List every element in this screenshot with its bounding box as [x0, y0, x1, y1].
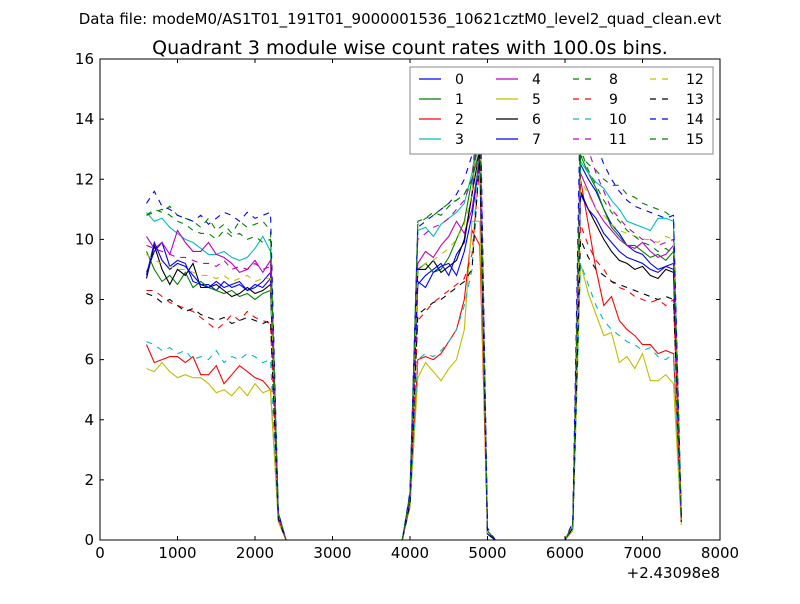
legend-label: 3 [455, 132, 464, 148]
y-tick-label: 14 [75, 110, 94, 128]
legend-label: 11 [609, 132, 627, 148]
series-line-11 [146, 89, 682, 541]
y-tick-label: 10 [75, 230, 94, 248]
y-tick-label: 16 [75, 50, 94, 68]
x-tick-label: 4000 [391, 544, 429, 562]
legend-label: 4 [532, 72, 541, 88]
y-tick-label: 0 [84, 531, 94, 549]
y-tick-label: 4 [84, 411, 94, 429]
legend-label: 13 [686, 92, 704, 108]
x-tick-label: 6000 [546, 544, 584, 562]
series-line-8 [146, 134, 682, 541]
y-tick-label: 8 [84, 291, 94, 309]
legend-label: 8 [609, 72, 618, 88]
x-tick-label: 1000 [158, 544, 196, 562]
x-offset-label: +2.43098e8 [627, 564, 720, 582]
x-tick-label: 8000 [701, 544, 739, 562]
x-tick-label: 7000 [623, 544, 661, 562]
series-line-0 [145, 104, 682, 541]
x-tick-label: 3000 [313, 544, 351, 562]
legend-label: 14 [686, 112, 704, 128]
legend-label: 2 [455, 112, 464, 128]
series-line-2 [145, 179, 682, 541]
series-line-12 [146, 113, 682, 541]
series-line-5 [146, 220, 682, 541]
series-lines [145, 73, 682, 541]
axis-ticks: 0 1000 2000 3000 4000 5000 6000 7000 80000246810… [75, 50, 739, 562]
legend-label: 6 [532, 112, 541, 128]
legend-label: 7 [532, 132, 541, 148]
series-line-9 [146, 164, 682, 541]
x-tick-label: 0 [95, 544, 105, 562]
series-line-15 [146, 125, 682, 541]
chart-title: Quadrant 3 module wise count rates with … [152, 37, 668, 59]
legend-label: 5 [532, 92, 541, 108]
x-tick-label: 2000 [236, 544, 274, 562]
y-tick-label: 2 [84, 471, 94, 489]
series-line-10 [146, 125, 682, 541]
legend-label: 10 [609, 112, 627, 128]
legend-label: 0 [455, 72, 464, 88]
legend-label: 9 [609, 92, 618, 108]
legend-label: 1 [455, 92, 464, 108]
series-line-14 [146, 73, 682, 541]
legend-box [409, 66, 714, 155]
y-tick-label: 12 [75, 170, 94, 188]
chart-suptitle: Data file: modeM0/AS1T01_191T01_90000015… [79, 10, 722, 29]
y-tick-label: 6 [84, 351, 94, 369]
legend-label: 15 [686, 132, 704, 148]
x-tick-label: 5000 [468, 544, 506, 562]
legend-label: 12 [686, 72, 704, 88]
